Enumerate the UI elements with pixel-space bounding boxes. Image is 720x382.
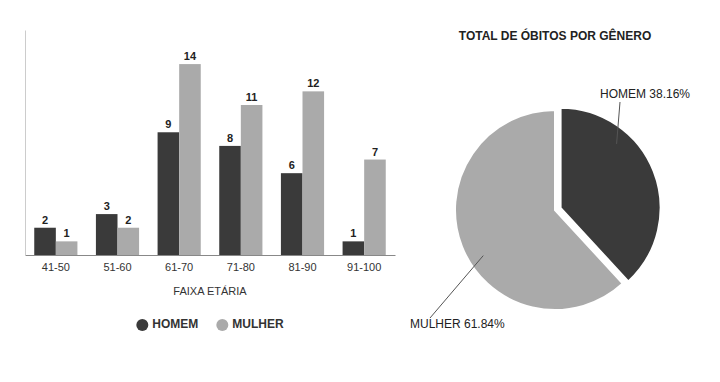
bar bbox=[96, 214, 118, 255]
x-tick: 91-100 bbox=[347, 255, 381, 273]
legend-label: MULHER bbox=[232, 317, 284, 331]
bar bbox=[343, 241, 365, 255]
slice-label: MULHER 61.84% bbox=[410, 317, 505, 331]
data-label: 3 bbox=[104, 200, 110, 212]
x-tick: 51-60 bbox=[103, 255, 131, 273]
data-label: 12 bbox=[307, 77, 319, 89]
legend: HOMEM MULHER bbox=[136, 317, 284, 331]
annotations: HOMEM 38.16% MULHER 61.84% bbox=[410, 87, 690, 331]
x-tick: 61-70 bbox=[165, 255, 193, 273]
y-axis bbox=[25, 31, 26, 256]
bar bbox=[281, 173, 303, 255]
x-tick-label: 81-90 bbox=[288, 261, 316, 273]
chart-canvas: 23986112141112741-5051-6061-7071-8081-90… bbox=[0, 0, 720, 382]
x-tick-label: 41-50 bbox=[42, 261, 70, 273]
data-label: 1 bbox=[350, 227, 356, 239]
data-label: 11 bbox=[246, 91, 258, 103]
x-axis: 41-50 51-60 61-70 71-80 81-90 91-100 bbox=[26, 255, 396, 273]
legend-marker bbox=[136, 319, 148, 331]
bar bbox=[303, 91, 325, 255]
y-axis-line bbox=[25, 31, 26, 256]
bar bbox=[34, 228, 56, 255]
leader-line bbox=[430, 256, 483, 318]
x-tick-label: 51-60 bbox=[103, 261, 131, 273]
bar bbox=[219, 146, 241, 255]
x-tick-label: 71-80 bbox=[227, 261, 255, 273]
data-label: 9 bbox=[165, 118, 171, 130]
slice bbox=[455, 110, 623, 310]
bar bbox=[364, 160, 386, 255]
pie-chart: TOTAL DE ÓBITOS POR GÊNERO HOMEM 38.16% MU… bbox=[410, 28, 690, 331]
bar bbox=[118, 228, 140, 255]
data-label: 7 bbox=[372, 146, 378, 158]
bar bbox=[56, 241, 78, 255]
legend-item: HOMEM bbox=[136, 317, 198, 331]
bar bbox=[158, 132, 180, 255]
data-label: 14 bbox=[184, 50, 197, 62]
x-tick-label: 61-70 bbox=[165, 261, 193, 273]
x-tick-label: 91-100 bbox=[347, 261, 381, 273]
legend-marker bbox=[216, 319, 228, 331]
legend-label: HOMEM bbox=[152, 317, 198, 331]
legend-item: MULHER bbox=[216, 317, 284, 331]
x-axis-title: FAIXA ETÁRIA bbox=[173, 285, 247, 297]
slices bbox=[455, 108, 661, 310]
data-label: 1 bbox=[64, 227, 70, 239]
bar-chart: 23986112141112741-5051-6061-7071-8081-90… bbox=[26, 31, 396, 332]
data-labels: 239861121411127 bbox=[42, 50, 378, 239]
data-label: 2 bbox=[42, 214, 48, 226]
x-axis-line bbox=[26, 255, 396, 256]
bar bbox=[179, 64, 201, 255]
x-tick: 81-90 bbox=[288, 255, 316, 273]
x-tick: 41-50 bbox=[42, 255, 70, 273]
bars bbox=[34, 64, 386, 255]
title: TOTAL DE ÓBITOS POR GÊNERO bbox=[459, 28, 651, 43]
leader-line bbox=[617, 102, 620, 144]
x-tick: 71-80 bbox=[227, 255, 255, 273]
data-label: 6 bbox=[289, 159, 295, 171]
bar bbox=[241, 105, 263, 255]
data-label: 2 bbox=[125, 214, 131, 226]
slice-label: HOMEM 38.16% bbox=[600, 87, 690, 101]
data-label: 8 bbox=[227, 132, 233, 144]
